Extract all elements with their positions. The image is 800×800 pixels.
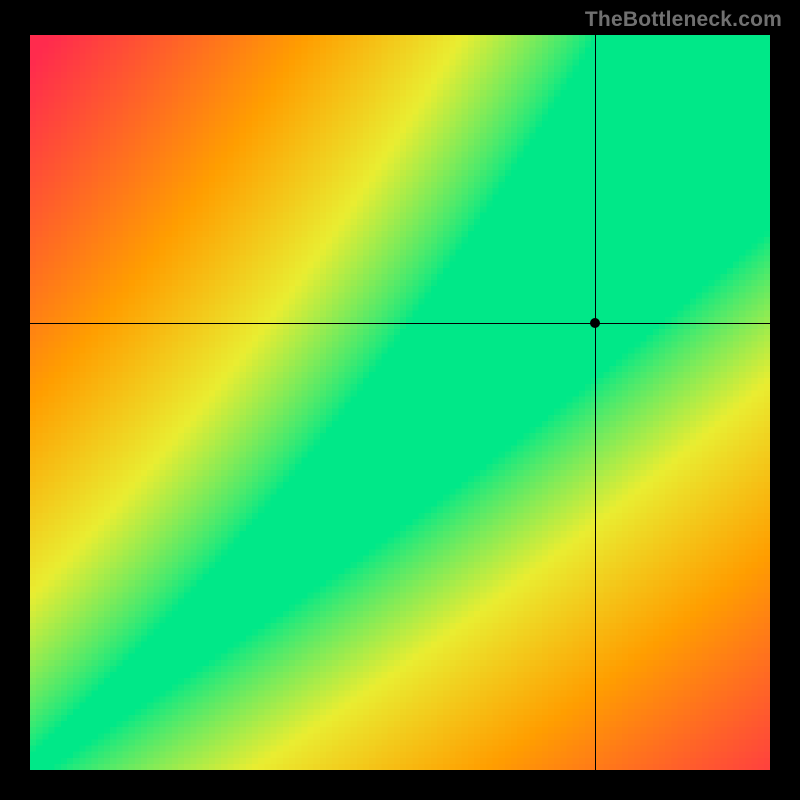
watermark-text: TheBottleneck.com (585, 8, 782, 32)
crosshair-horizontal (30, 323, 770, 324)
bottleneck-heatmap (30, 35, 770, 770)
crosshair-vertical (595, 35, 596, 770)
chart-container: { "watermark": { "text": "TheBottleneck.… (0, 0, 800, 800)
